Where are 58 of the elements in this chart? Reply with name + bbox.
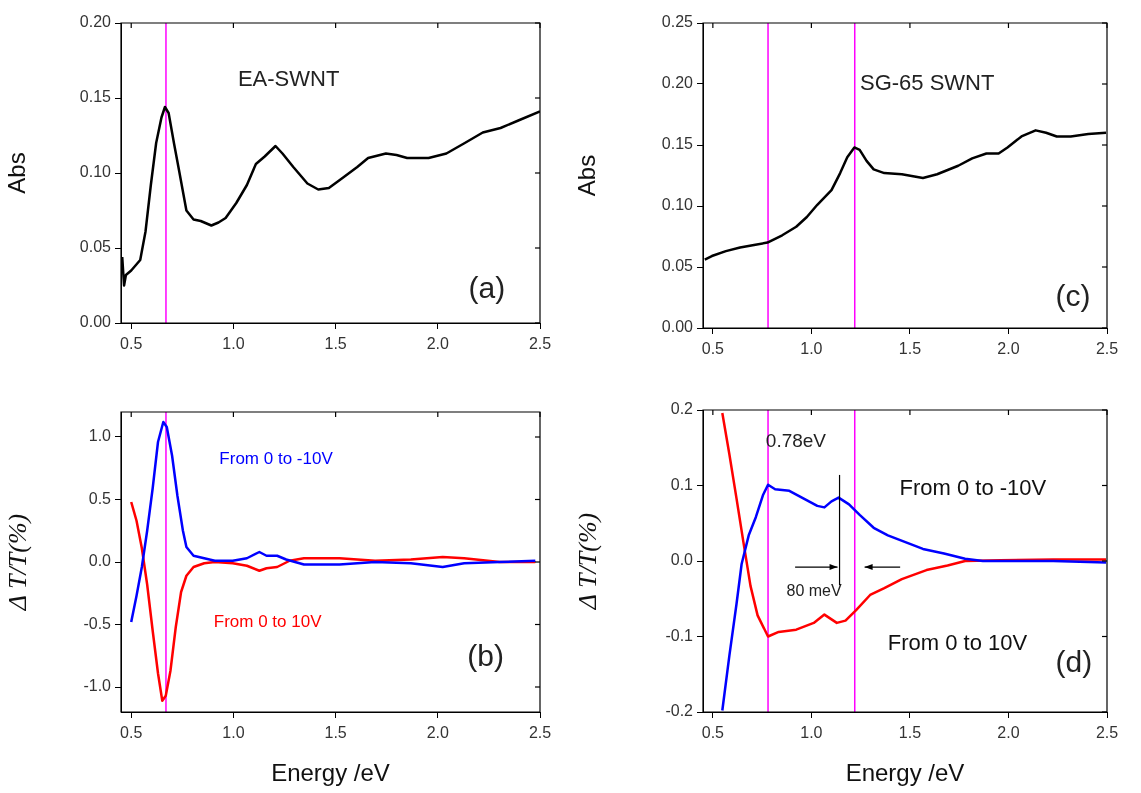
x-tick-label: 2.0: [426, 724, 450, 742]
y-tick-label: -0.2: [665, 702, 694, 720]
y-tick-label: 0.0: [88, 552, 112, 570]
x-tick-label: 2.5: [528, 335, 552, 353]
y-tick-label: 0.5: [88, 489, 112, 507]
x-tick-label: 2.5: [1095, 724, 1119, 742]
y-tick-label: 0.15: [661, 135, 694, 153]
series-label: From 0 to -10V: [899, 474, 1047, 500]
y-tick-label: 0.05: [79, 238, 112, 256]
y-tick-label: 0.05: [661, 257, 694, 275]
y-tick-label: 0.20: [661, 74, 694, 92]
text: From 0 to 10V: [213, 611, 323, 631]
x-tick-label: 1.5: [898, 340, 922, 358]
y-axis-title: Δ T/T(%): [3, 513, 33, 612]
y-tick-label: -0.1: [665, 626, 694, 644]
x-tick-label: 1.5: [324, 335, 347, 353]
x-tick-label: 2.0: [426, 335, 450, 353]
annotation: EA-SWNT: [237, 66, 340, 92]
x-tick-label: 2.0: [997, 340, 1020, 358]
y-tick-label: 0.20: [79, 13, 112, 31]
y-tick-label: 0.10: [661, 196, 694, 214]
x-tick-label: 1.5: [898, 724, 922, 742]
y-tick-label: 0.2: [670, 400, 694, 418]
annotation: (d): [1055, 644, 1093, 678]
x-tick-label: 1.0: [222, 335, 245, 353]
y-tick-label: 0.15: [79, 88, 112, 106]
y-axis-title: Δ T/T(%): [573, 512, 603, 611]
x-tick-label: 1.0: [800, 340, 823, 358]
y-tick-label: -1.0: [83, 677, 112, 695]
x-tick-label: 1.0: [222, 724, 245, 742]
x-axis-title: Energy /eV: [845, 759, 965, 787]
x-tick-label: 0.5: [701, 724, 725, 742]
y-tick-label: 0.0: [670, 551, 694, 569]
x-tick-label: 1.5: [324, 724, 347, 742]
x-axis-title: Energy /eV: [271, 759, 390, 787]
y-tick-label: 0.1: [670, 475, 694, 493]
annotation: SG-65 SWNT: [859, 70, 995, 96]
x-tick-label: 0.5: [120, 724, 143, 742]
y-tick-label: -0.5: [83, 614, 112, 632]
y-axis-title: Abs: [3, 152, 31, 194]
y-tick-label: 0.00: [661, 318, 694, 336]
y-axis-title: Abs: [573, 154, 601, 197]
annotation: (a): [468, 271, 506, 305]
series-label: From 0 to 10V: [887, 630, 1028, 656]
x-tick-label: 2.5: [1095, 340, 1119, 358]
annotation: (c): [1055, 278, 1091, 312]
text: From 0 to -10V: [219, 448, 334, 468]
x-tick-label: 0.5: [120, 335, 143, 353]
y-tick-label: 0.25: [661, 13, 694, 31]
x-tick-label: 2.5: [528, 724, 552, 742]
y-tick-label: 0.10: [79, 163, 112, 181]
y-tick-label: 1.0: [88, 427, 112, 445]
y-tick-label: 0.00: [79, 313, 112, 331]
annotation: 80 meV: [786, 581, 842, 599]
x-tick-label: 1.0: [800, 724, 823, 742]
x-tick-label: 2.0: [997, 724, 1020, 742]
annotation: (b): [467, 639, 504, 673]
x-tick-label: 0.5: [701, 340, 725, 358]
